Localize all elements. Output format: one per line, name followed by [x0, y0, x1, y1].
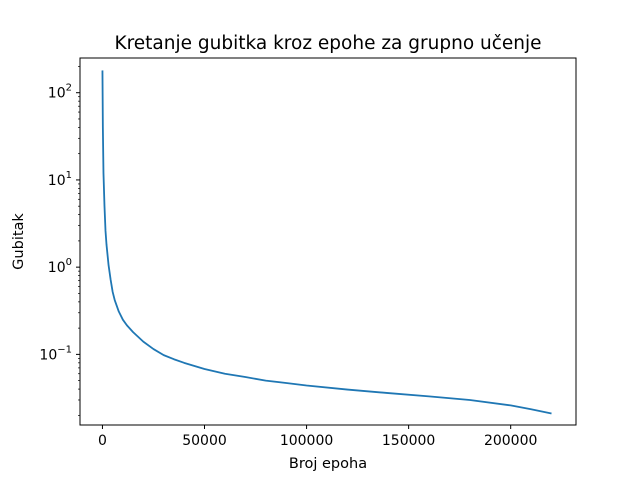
x-axis-label: Broj epoha [289, 456, 367, 472]
y-axis-label: Gubitak [11, 213, 27, 270]
chart-title: Kretanje gubitka kroz epohe za grupno uč… [114, 33, 541, 54]
y-axis: 10−1 100 101 102 [39, 66, 80, 416]
x-tick-label: 50000 [182, 433, 227, 449]
y-tick-label: 10−1 [39, 344, 72, 363]
y-tick-label: 100 [48, 257, 72, 276]
x-tick-label: 0 [98, 433, 107, 449]
series-line-loss [101, 70, 552, 415]
plot-frame [79, 57, 577, 426]
plot-area [79, 57, 577, 426]
x-tick-label: 100000 [280, 433, 333, 449]
x-tick-label: 200000 [484, 433, 537, 449]
y-tick-label: 102 [48, 83, 72, 102]
x-axis: 0 50000 100000 150000 200000 [98, 425, 537, 449]
y-tick-label: 101 [48, 170, 72, 189]
x-tick-label: 150000 [382, 433, 435, 449]
